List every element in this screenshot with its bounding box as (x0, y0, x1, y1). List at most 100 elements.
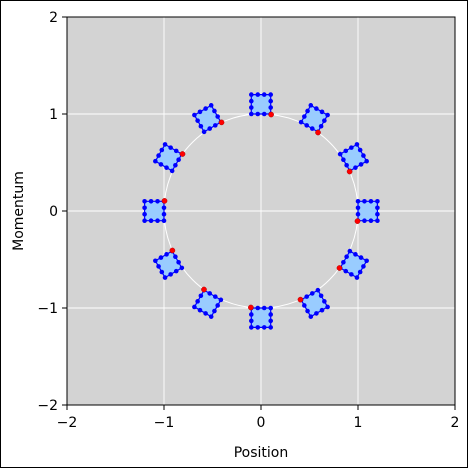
red-points-layer (161, 111, 361, 311)
square-dot (354, 275, 360, 280)
square-dot (207, 291, 212, 296)
squares-layer (142, 92, 380, 330)
square-shape (250, 93, 272, 115)
square-dot (212, 108, 217, 114)
square-dot (318, 293, 324, 299)
square-dot (255, 111, 261, 117)
square-dot (302, 303, 307, 308)
x-tick-label: −1 (154, 415, 175, 431)
square-dot (195, 299, 200, 304)
square-dot (355, 205, 361, 211)
square-dot (308, 314, 314, 319)
red-point (354, 218, 361, 224)
square-dot (358, 255, 364, 260)
square-dot (349, 145, 354, 150)
red-point (336, 265, 343, 271)
phase-square (142, 199, 167, 223)
square-dot (159, 269, 165, 275)
square-dot (361, 153, 366, 158)
y-tick-label: 2 (49, 10, 58, 26)
square-dot (142, 211, 147, 217)
square-dot (310, 126, 315, 131)
square-dot (161, 205, 167, 211)
square-dot (198, 293, 204, 299)
square-shape (250, 307, 272, 328)
square-dot (319, 307, 325, 313)
square-shape (357, 200, 378, 222)
square-dot (347, 248, 353, 254)
square-dot (305, 108, 310, 114)
red-point (161, 198, 168, 204)
x-tick-label: 2 (451, 415, 460, 431)
square-dot (142, 205, 147, 211)
phase-square (298, 287, 330, 319)
square-dot (207, 126, 212, 131)
square-dot (305, 308, 310, 314)
square-dot (375, 199, 380, 204)
square-dot (364, 258, 369, 264)
square-dot (176, 260, 181, 265)
square-dot (375, 205, 380, 211)
square-dot (298, 119, 304, 125)
square-dot (343, 148, 349, 154)
y-tick-label: −2 (37, 398, 58, 414)
red-point (346, 168, 353, 175)
red-point (315, 129, 321, 136)
red-point (268, 111, 274, 118)
y-tick-label: 1 (49, 107, 58, 123)
square-dot (353, 165, 358, 170)
square-dot (268, 305, 274, 311)
square-dot (168, 272, 173, 277)
phase-square (337, 142, 369, 174)
square-dot (355, 211, 361, 217)
square-dot (148, 218, 154, 223)
square-dot (325, 304, 330, 310)
square-dot (156, 153, 161, 158)
square-dot (148, 199, 154, 204)
y-tick-label: −1 (37, 301, 58, 317)
y-tick-label: 0 (49, 204, 58, 220)
square-dot (155, 199, 160, 204)
square-dot (315, 287, 321, 293)
square-dot (173, 163, 178, 168)
square-dot (344, 254, 349, 259)
square-dot (213, 123, 218, 128)
square-dot (255, 305, 261, 311)
square-dot (142, 199, 147, 204)
square-dot (162, 275, 168, 280)
square-dot (362, 218, 367, 223)
y-axis-ticks: −2 −1 0 1 2 (37, 10, 67, 414)
square-dot (375, 211, 380, 217)
square-dot (156, 264, 161, 269)
square-dot (364, 158, 369, 164)
square-dot (169, 168, 175, 174)
x-axis-label: Position (234, 445, 289, 461)
square-dot (203, 311, 208, 316)
square-dot (261, 305, 267, 311)
square-dot (325, 112, 330, 118)
square-dot (212, 308, 217, 314)
square-dot (304, 294, 309, 299)
square-dot (375, 218, 380, 223)
phase-square (249, 305, 274, 330)
square-dot (208, 314, 214, 319)
square-dot (195, 118, 200, 123)
square-dot (176, 157, 181, 162)
square-dot (362, 199, 367, 204)
square-dot (308, 103, 314, 108)
square-dot (268, 105, 274, 110)
phase-square (153, 142, 185, 174)
red-point (179, 151, 186, 157)
square-dot (357, 147, 363, 153)
phase-square (337, 248, 369, 280)
square-dot (268, 98, 274, 104)
square-dot (161, 218, 167, 223)
red-point (297, 296, 304, 303)
square-dot (357, 269, 363, 275)
square-dot (255, 92, 261, 97)
square-dot (158, 162, 164, 167)
square-dot (192, 112, 197, 118)
square-dot (208, 103, 214, 108)
square-dot (173, 148, 179, 154)
